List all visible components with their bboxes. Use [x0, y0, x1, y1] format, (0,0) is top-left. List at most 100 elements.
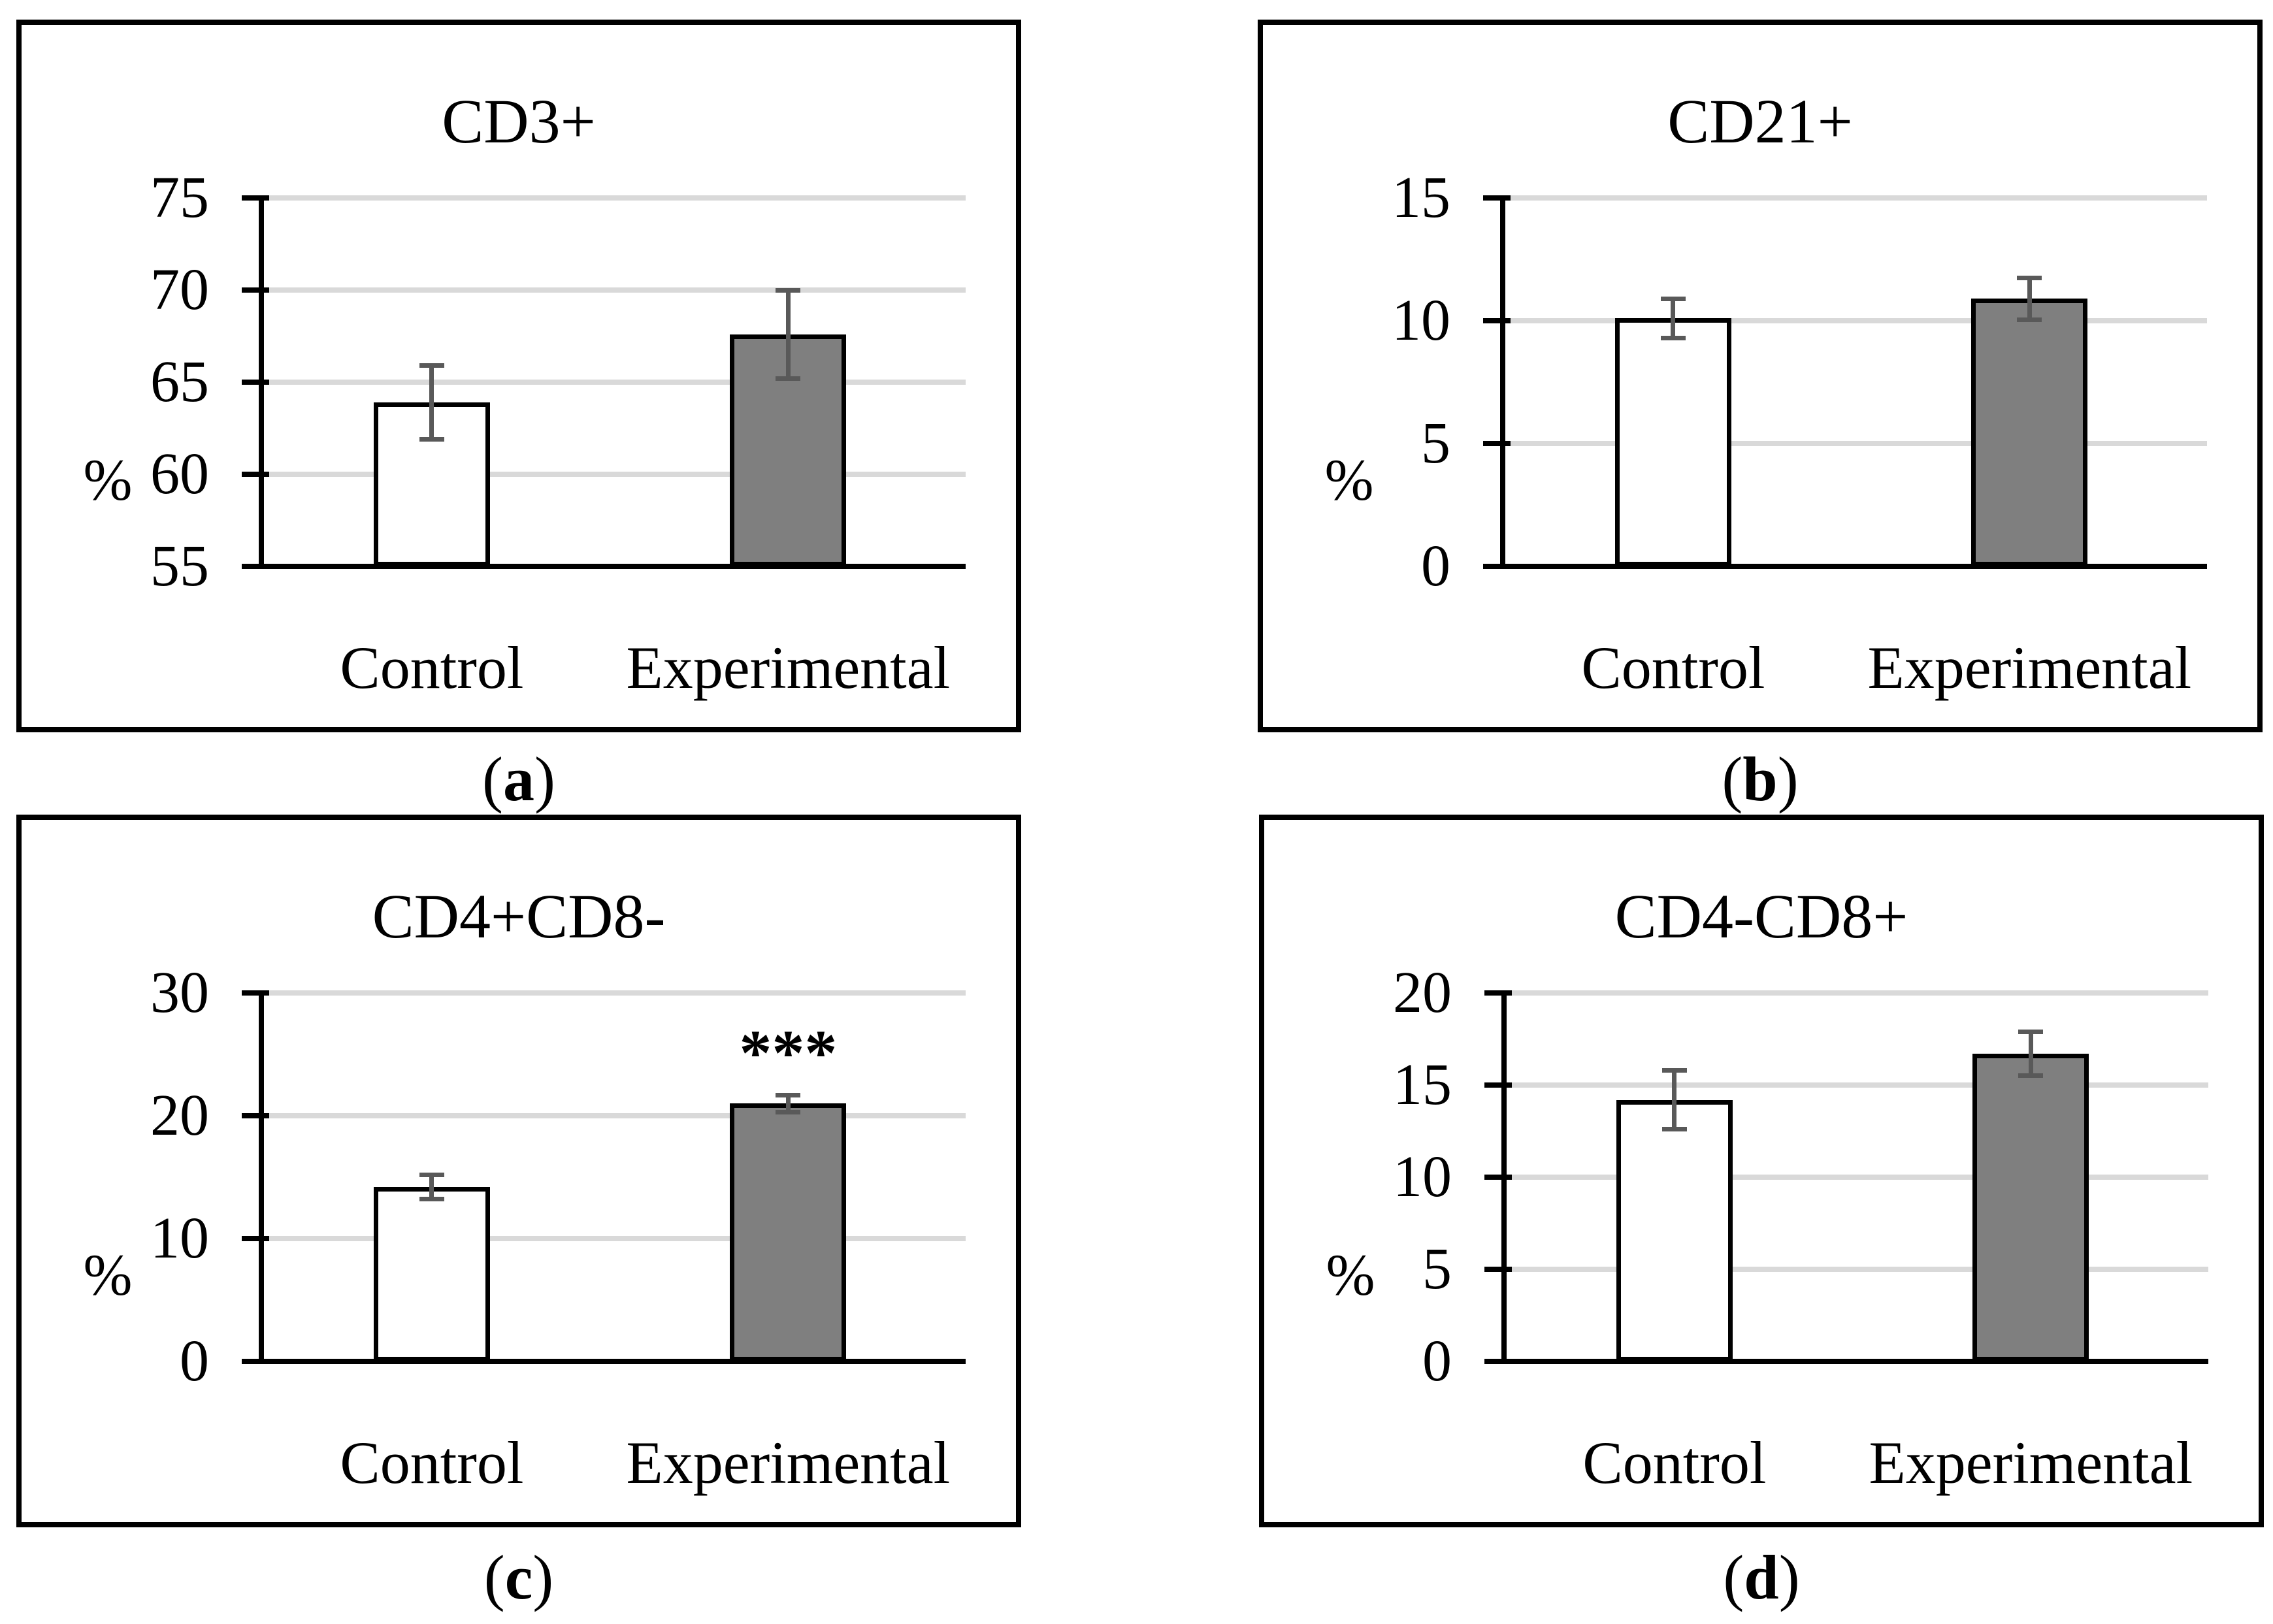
error-bar-line	[429, 1175, 434, 1199]
y-axis-line	[1500, 195, 1505, 569]
chart-title: CD3+	[442, 86, 596, 156]
y-tick-label: 65	[150, 349, 209, 414]
error-bar-cap-bottom	[2018, 1073, 2044, 1079]
bar-experimental	[1972, 1054, 2089, 1361]
caption-letter: a	[503, 744, 534, 814]
y-axis-tick	[242, 472, 269, 477]
gridline	[261, 472, 966, 477]
gridline	[1504, 1082, 2208, 1088]
y-tick-label: 20	[1393, 960, 1452, 1025]
y-axis-tick	[1484, 990, 1512, 996]
caption-paren-open: (	[482, 744, 503, 814]
y-tick-label: 5	[1422, 1237, 1452, 1301]
caption-paren-open: (	[483, 1542, 505, 1612]
caption-paren-close: )	[532, 1542, 554, 1612]
y-axis-tick	[1484, 1175, 1512, 1180]
error-bar-cap-top	[1661, 1067, 1687, 1073]
y-axis-label: %	[1326, 1243, 1375, 1308]
y-tick-label: 70	[150, 257, 209, 322]
gridline	[1503, 195, 2207, 201]
caption-b: (b)	[1258, 743, 2263, 815]
error-bar-cap-top	[419, 1172, 444, 1177]
error-bar-cap-bottom	[419, 436, 444, 442]
y-axis-tick	[1483, 564, 1511, 569]
category-label: Control	[1581, 634, 1765, 701]
caption-letter: d	[1744, 1542, 1779, 1612]
plot-area: 0 5 10 15 20 Control Experimental	[1393, 960, 2208, 1496]
y-axis-tick	[242, 1236, 269, 1241]
error-bar-cap-bottom	[1660, 335, 1686, 340]
y-tick-label: 20	[150, 1083, 209, 1148]
category-label: Experimental	[626, 634, 951, 701]
y-tick-label: 0	[1422, 1329, 1452, 1393]
caption-paren-open: (	[1722, 744, 1743, 814]
error-bar-line	[785, 1095, 791, 1112]
bar-control	[373, 1187, 490, 1361]
error-bar-cap-top	[2018, 1029, 2044, 1034]
error-bar-cap-bottom	[776, 1109, 801, 1114]
y-axis-tick	[1483, 318, 1511, 323]
y-axis-line	[259, 990, 264, 1364]
error-bar-cap-top	[419, 363, 444, 368]
y-axis-tick	[242, 380, 269, 385]
y-tick-label: 55	[150, 534, 209, 598]
y-tick-label: 15	[1393, 1052, 1452, 1117]
caption-paren-open: (	[1723, 1542, 1744, 1612]
gridline	[261, 1113, 966, 1118]
gridline	[1503, 441, 2207, 446]
category-label: Control	[340, 634, 524, 701]
chart-title: CD4-CD8+	[1614, 881, 1908, 951]
error-bar-line	[2028, 1031, 2033, 1076]
y-tick-label: 10	[1393, 1145, 1452, 1209]
caption-d: (d)	[1259, 1542, 2264, 1614]
gridline	[1503, 318, 2207, 323]
chart-title: CD21+	[1667, 86, 1853, 156]
error-bar-cap-bottom	[419, 1197, 444, 1202]
y-tick-label: 0	[1421, 534, 1450, 598]
caption-a: (a)	[16, 743, 1021, 815]
category-label: Experimental	[626, 1429, 951, 1496]
bar-control	[1616, 1099, 1733, 1361]
caption-c: (c)	[16, 1542, 1021, 1614]
plot-area: 0 10 20 30 Control Experimental ***	[150, 960, 966, 1496]
caption-paren-close: )	[1778, 1542, 1800, 1612]
y-tick-label: 10	[1392, 288, 1450, 353]
y-axis-tick	[242, 287, 269, 293]
plot-area: 55 60 65 70 75 Control Experimental	[150, 165, 966, 701]
y-axis-label: %	[83, 1243, 133, 1308]
panel-cd21: CD21+ % 0 5 10 15 Control Experimental	[1258, 20, 2263, 732]
error-bar-cap-top	[776, 287, 801, 293]
error-bar-line	[1671, 299, 1676, 338]
y-tick-label: 30	[150, 960, 209, 1025]
y-tick-label: 75	[150, 165, 209, 230]
bar-control	[1614, 318, 1731, 566]
caption-paren-close: )	[1777, 744, 1799, 814]
panel-cd3: CD3+ % 55 60 65 70 75 Control Experimental	[16, 20, 1021, 732]
category-label: Control	[1582, 1429, 1767, 1496]
x-axis-line	[259, 1359, 966, 1364]
gridline	[1504, 1175, 2208, 1180]
error-bar-cap-top	[776, 1092, 801, 1097]
y-axis-tick	[242, 990, 269, 996]
y-tick-label: 15	[1392, 165, 1450, 230]
error-bar-line	[429, 365, 434, 440]
y-tick-label: 60	[150, 442, 209, 506]
error-bar-cap-bottom	[1661, 1127, 1687, 1132]
panel-cd4pos-cd8neg: CD4+CD8- % 0 10 20 30 Control Experimental ***	[16, 815, 1021, 1527]
error-bar-line	[1672, 1070, 1677, 1129]
bar-experimental	[730, 1103, 847, 1361]
y-axis-tick	[1484, 1267, 1512, 1272]
gridline	[1504, 1267, 2208, 1272]
caption-paren-close: )	[534, 744, 555, 814]
gridline	[261, 195, 966, 201]
gridline	[261, 990, 966, 996]
error-bar-line	[785, 290, 791, 379]
category-label: Experimental	[1867, 634, 2192, 701]
error-bar-cap-top	[2017, 275, 2042, 280]
gridline	[261, 287, 966, 293]
category-label: Control	[340, 1429, 524, 1496]
significance-annotation: ***	[739, 1016, 838, 1089]
y-axis-tick	[242, 564, 269, 569]
caption-letter: c	[504, 1542, 533, 1612]
